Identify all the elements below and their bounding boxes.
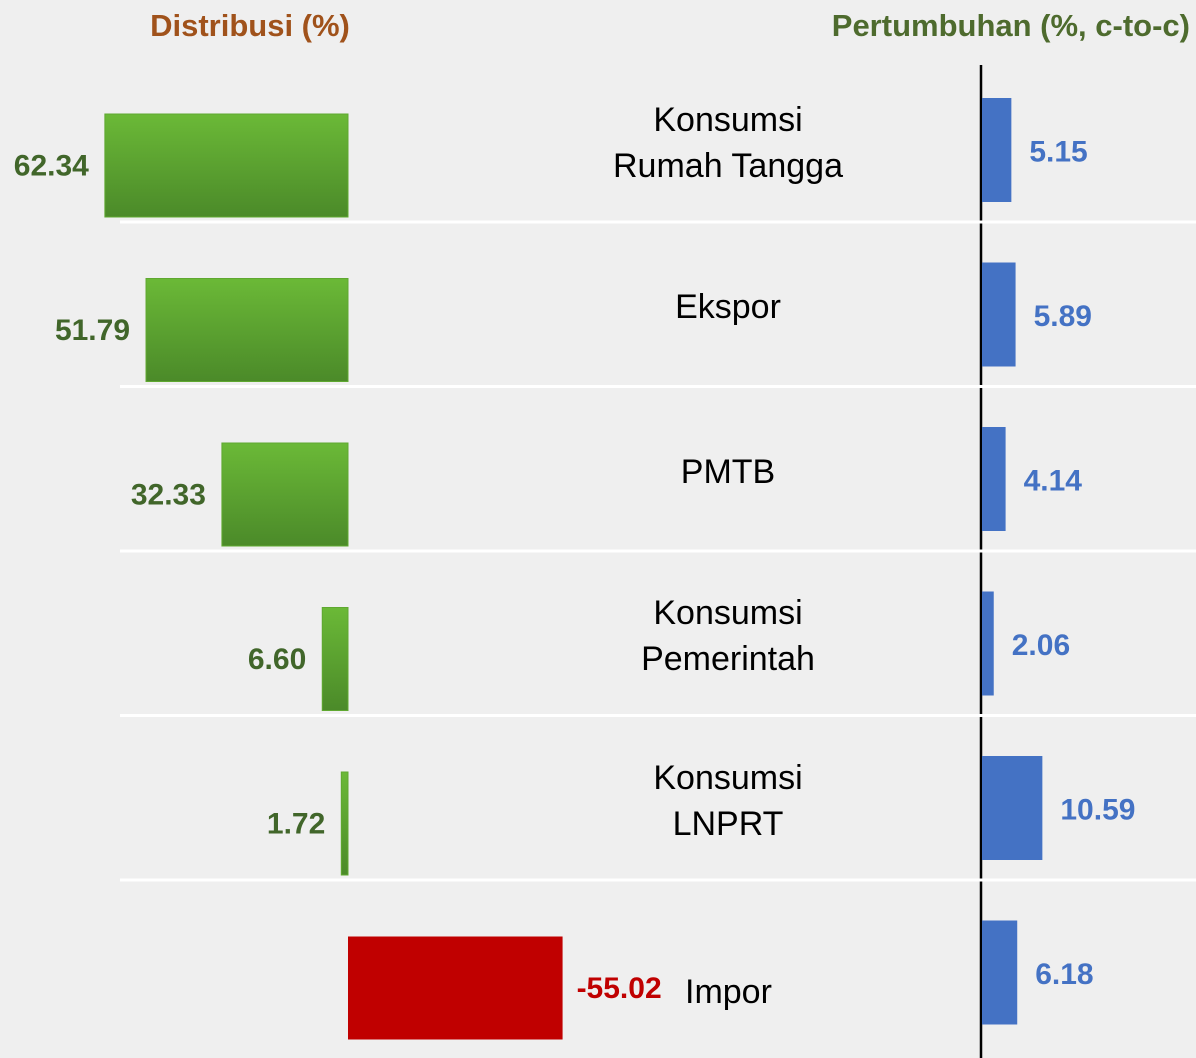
value-label: 10.59 [1060, 793, 1135, 826]
bar [982, 756, 1043, 860]
category-label: Konsumsi LNPRT [653, 758, 803, 843]
value-label: 62.34 [14, 149, 89, 182]
value-label: 32.33 [131, 478, 206, 511]
bar [348, 936, 563, 1040]
bar [982, 591, 994, 696]
value-label: 1.72 [267, 807, 325, 840]
category-label: Ekspor [675, 288, 781, 326]
value-label: 4.14 [1024, 464, 1083, 497]
bar [221, 442, 349, 547]
bar [321, 607, 349, 711]
value-label: 6.60 [248, 643, 306, 676]
value-label: 51.79 [55, 314, 130, 347]
right-title: Pertumbuhan (%, c-to-c) [832, 8, 1190, 43]
bar [982, 427, 1006, 531]
category-label: PMTB [680, 452, 776, 491]
value-label: 5.15 [1029, 135, 1087, 168]
bar [982, 98, 1012, 202]
bar [145, 278, 349, 382]
bar [982, 262, 1016, 367]
value-label: 5.89 [1034, 300, 1092, 333]
value-label: 6.18 [1035, 958, 1093, 991]
category-label: Impor [685, 973, 772, 1011]
bar [340, 771, 349, 876]
value-label: 2.06 [1012, 629, 1070, 662]
category-label: Konsumsi Pemerintah [641, 594, 815, 678]
bar [104, 113, 349, 218]
category-label: Konsumsi Rumah Tangga [613, 100, 843, 185]
left-title: Distribusi (%) [150, 8, 350, 43]
value-label: -55.02 [577, 972, 662, 1005]
bar [982, 920, 1018, 1025]
